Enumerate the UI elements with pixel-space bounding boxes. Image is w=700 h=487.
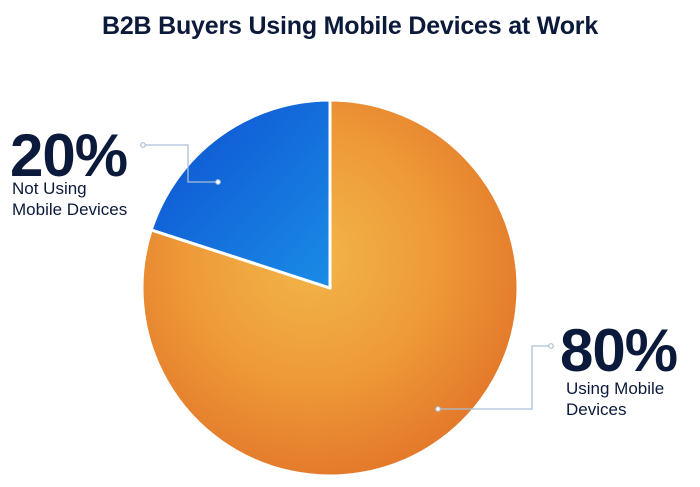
- using-description: Using Mobile Devices: [566, 379, 665, 419]
- not-using-leader-line-dot: [215, 179, 221, 185]
- leader-lines: [140, 142, 554, 412]
- not-using-leader-line-dot: [140, 142, 146, 148]
- not-using-percent-label: 20%: [10, 122, 128, 189]
- using-leader-line: [438, 345, 551, 410]
- not-using-leader-line: [143, 144, 218, 183]
- not-using-description: Not Using Mobile Devices: [12, 179, 128, 219]
- using-leader-line-dot: [435, 406, 441, 412]
- pie-slices: [140, 98, 520, 478]
- slice-not-using-mobile: [149, 98, 332, 290]
- using-leader-line-dot: [548, 343, 554, 349]
- using-percent-label: 80%: [560, 317, 678, 384]
- chart-title: B2B Buyers Using Mobile Devices at Work: [101, 12, 599, 40]
